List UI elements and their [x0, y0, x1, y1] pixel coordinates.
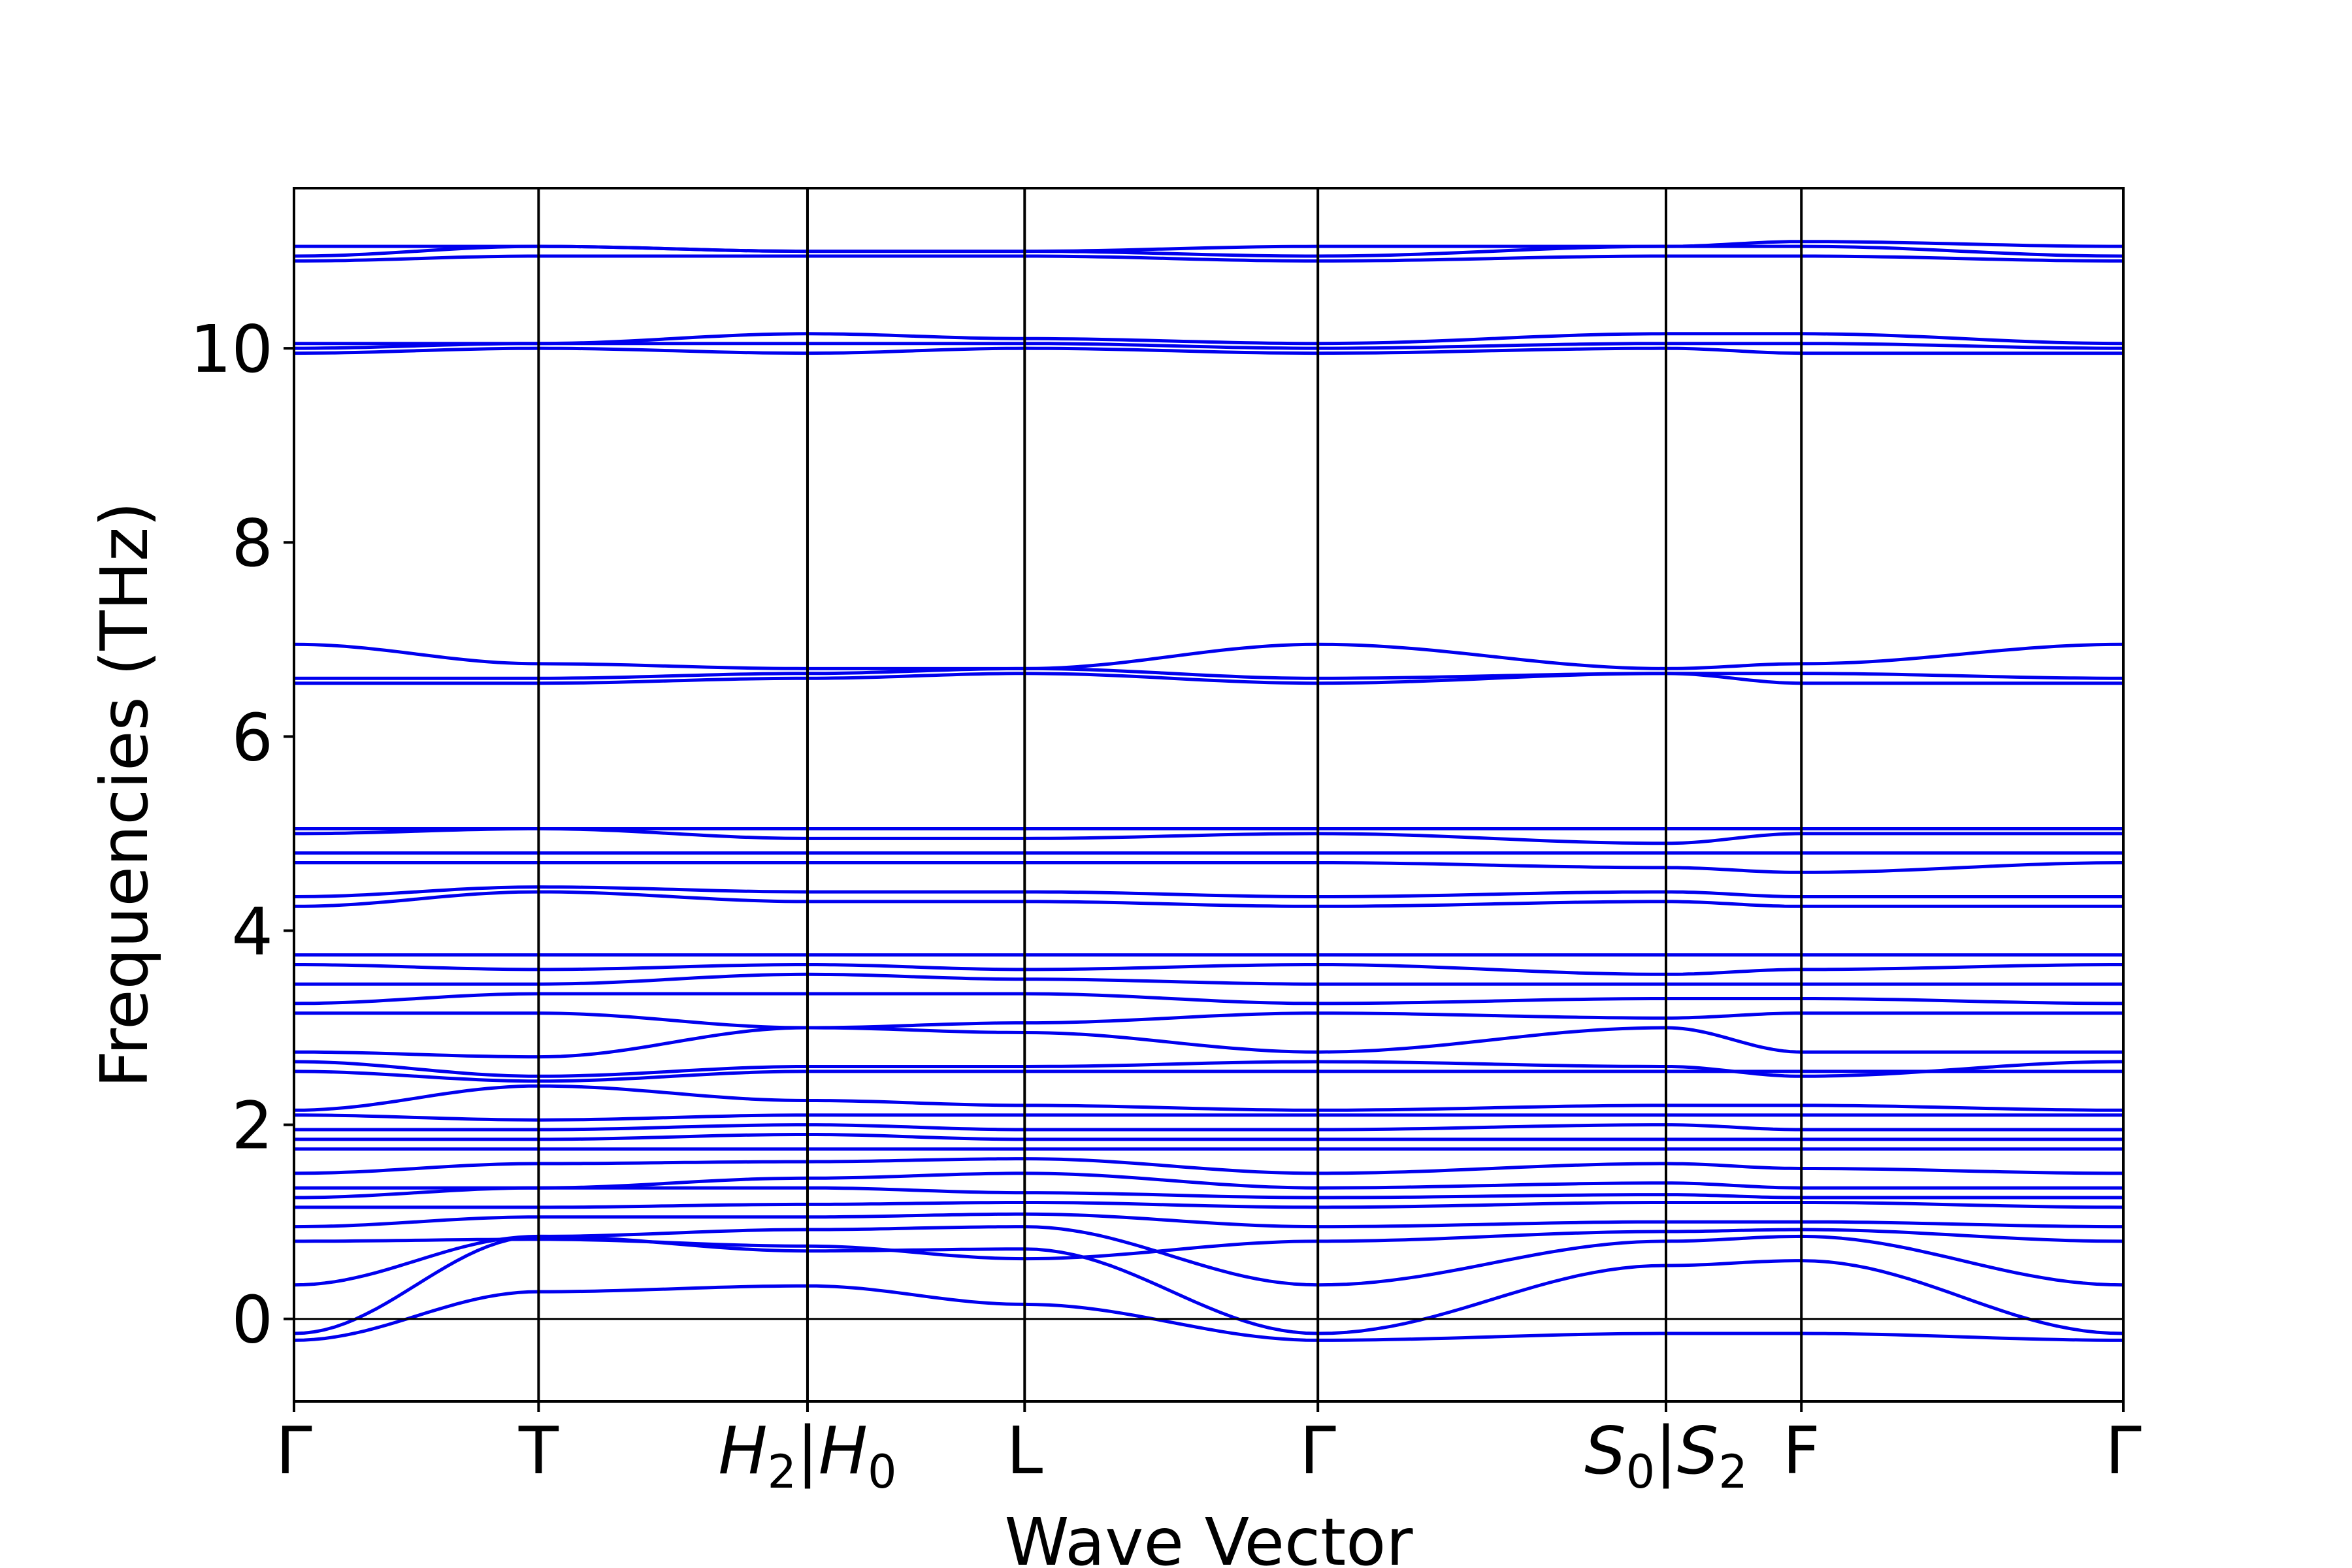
band-line-8 — [294, 1171, 2123, 1190]
band-line-20 — [294, 972, 2123, 986]
band-line-23 — [293, 890, 2123, 908]
band-line-31 — [293, 642, 2124, 670]
band-line-13 — [293, 1113, 2123, 1122]
x-tick-label: F — [1782, 1413, 1820, 1489]
band-line-1 — [293, 1284, 2123, 1342]
band-line-15 — [293, 1070, 2123, 1083]
y-tick-label: 2 — [231, 1088, 273, 1164]
band-line-11 — [294, 1133, 2123, 1141]
band-line-34 — [294, 332, 2124, 346]
band-line-16 — [293, 1060, 2124, 1078]
band-line-18 — [294, 1011, 2123, 1030]
x-tick-label: Γ — [2105, 1413, 2142, 1489]
x-axis-ticks: Γ T H2|H0 L Γ S0|S2 F Γ — [276, 1401, 2142, 1499]
high-symmetry-lines — [537, 188, 1803, 1401]
band-line-29 — [294, 672, 2123, 685]
y-axis-label: Frequencies (THz) — [86, 502, 163, 1088]
x-tick-label: H2|H0 — [718, 1413, 896, 1499]
band-line-32 — [293, 346, 2123, 355]
band-line-17 — [294, 1026, 2123, 1059]
band-line-25 — [294, 861, 2124, 874]
band-line-21 — [294, 963, 2123, 976]
x-axis-label: Wave Vector — [1005, 1504, 1414, 1568]
y-tick-label: 4 — [231, 893, 273, 970]
band-line-12 — [294, 1123, 2123, 1132]
y-tick-label: 8 — [231, 505, 273, 581]
band-line-30 — [294, 666, 2123, 680]
y-axis-ticks: 0 2 4 6 8 10 — [190, 311, 294, 1358]
band-line-37 — [294, 240, 2123, 253]
band-line-3 — [293, 1225, 2124, 1287]
band-line-14 — [293, 1084, 2123, 1112]
band-line-9 — [293, 1157, 2123, 1175]
band-line-19 — [293, 992, 2123, 1005]
band-line-6 — [294, 1201, 2124, 1209]
y-tick-label: 10 — [190, 311, 273, 387]
x-tick-label: S0|S2 — [1584, 1413, 1748, 1499]
band-lines — [293, 240, 2124, 1342]
band-line-35 — [294, 254, 2123, 263]
y-tick-label: 0 — [231, 1282, 273, 1358]
band-line-5 — [293, 1212, 2123, 1229]
plot-frame — [293, 187, 2125, 1403]
band-line-24 — [293, 885, 2123, 898]
x-tick-label: L — [1006, 1413, 1043, 1489]
x-tick-label: Γ — [276, 1413, 312, 1489]
x-tick-label: Γ — [1299, 1413, 1336, 1489]
band-line-4 — [294, 1228, 2124, 1261]
x-tick-label: T — [518, 1413, 559, 1489]
y-tick-label: 6 — [231, 699, 273, 776]
